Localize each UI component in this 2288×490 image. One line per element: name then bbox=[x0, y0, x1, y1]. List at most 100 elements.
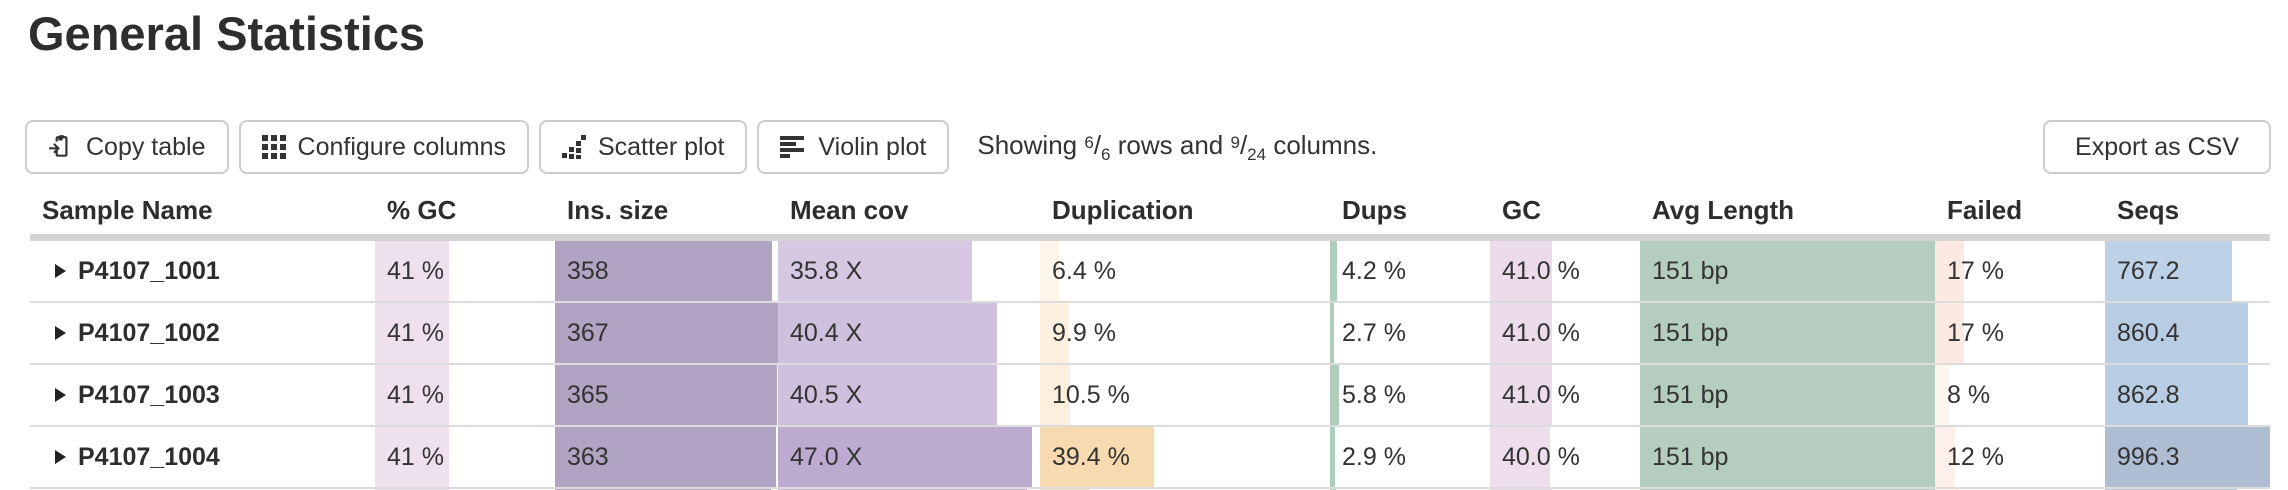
value-bar bbox=[1330, 241, 1337, 301]
value-bar bbox=[1040, 365, 1071, 425]
value-bar bbox=[1935, 427, 1956, 487]
value-bar bbox=[1040, 241, 1059, 301]
cell-value: 2.7 % bbox=[1342, 319, 1406, 347]
export-csv-button[interactable]: Export as CSV bbox=[2043, 120, 2271, 174]
page-title: General Statistics bbox=[28, 7, 426, 60]
cell-value: 41 % bbox=[387, 257, 444, 285]
value-bar bbox=[1330, 303, 1335, 363]
cell-value: 358 bbox=[567, 257, 609, 285]
cell-value: 10.5 % bbox=[1052, 381, 1130, 409]
value-bar bbox=[2105, 303, 2248, 363]
cell-value: 40.4 X bbox=[790, 319, 863, 347]
header-sample-name[interactable]: Sample Name bbox=[42, 194, 213, 225]
sample-name: P4107_1003 bbox=[78, 380, 220, 409]
cell-value: 39.4 % bbox=[1052, 443, 1130, 471]
header-mean-cov[interactable]: Mean cov bbox=[790, 194, 909, 225]
value-bar bbox=[555, 303, 778, 363]
general-statistics-table: Sample Name % GC Ins. size Mean cov Dupl… bbox=[30, 188, 2270, 490]
cell-value: 40.0 % bbox=[1502, 443, 1580, 471]
value-bar bbox=[1935, 303, 1964, 363]
expand-caret-icon[interactable] bbox=[55, 326, 66, 340]
cell-value: 6.4 % bbox=[1052, 257, 1116, 285]
configure-columns-button[interactable]: Configure columns bbox=[238, 120, 529, 174]
cell-value: 151 bp bbox=[1652, 257, 1729, 285]
table-row[interactable]: P4107_1002 41 % 367 40.4 X 9.9 % 2.7 % 4… bbox=[30, 303, 2270, 365]
table-row[interactable]: P4107_1003 41 % 365 40.5 X 10.5 % 5.8 % … bbox=[30, 365, 2270, 427]
violin-plot-button[interactable]: Violin plot bbox=[757, 120, 950, 174]
cell-value: 767.2 bbox=[2117, 257, 2180, 285]
value-bar bbox=[1490, 427, 1550, 487]
header-duplication[interactable]: Duplication bbox=[1052, 194, 1194, 225]
cell-value: 17 % bbox=[1947, 319, 2004, 347]
cell-value: 41.0 % bbox=[1502, 381, 1580, 409]
cell-value: 35.8 X bbox=[790, 257, 863, 285]
header-divider bbox=[30, 234, 2270, 241]
value-bar bbox=[375, 427, 449, 487]
cell-value: 40.5 X bbox=[790, 381, 863, 409]
cell-value: 17 % bbox=[1947, 257, 2004, 285]
cell-value: 151 bp bbox=[1652, 443, 1729, 471]
copy-table-button[interactable]: Copy table bbox=[25, 120, 229, 174]
value-bar bbox=[1640, 303, 1935, 363]
value-bar bbox=[778, 427, 1033, 487]
cell-value: 367 bbox=[567, 319, 609, 347]
copy-table-label: Copy table bbox=[86, 132, 206, 161]
value-bar bbox=[1640, 427, 1935, 487]
header-avg-length[interactable]: Avg Length bbox=[1652, 194, 1795, 225]
expand-caret-icon[interactable] bbox=[55, 450, 66, 464]
value-bar bbox=[555, 241, 773, 301]
header-ins-size[interactable]: Ins. size bbox=[567, 194, 669, 225]
cell-value: 41.0 % bbox=[1502, 319, 1580, 347]
header-failed[interactable]: Failed bbox=[1947, 194, 2023, 225]
value-bar bbox=[778, 365, 998, 425]
value-bar bbox=[1040, 427, 1155, 487]
header-percent-gc[interactable]: % GC bbox=[387, 194, 457, 225]
configure-columns-label: Configure columns bbox=[297, 132, 506, 161]
value-bar bbox=[375, 303, 449, 363]
cell-value: 41 % bbox=[387, 319, 444, 347]
cell-value: 996.3 bbox=[2117, 443, 2180, 471]
copy-icon bbox=[48, 134, 74, 160]
value-bar bbox=[778, 303, 997, 363]
value-bar bbox=[778, 241, 972, 301]
value-bar bbox=[1935, 241, 1964, 301]
cell-value: 4.2 % bbox=[1342, 257, 1406, 285]
sample-name: P4107_1004 bbox=[78, 442, 220, 471]
cell-value: 862.8 bbox=[2117, 381, 2180, 409]
cell-value: 41 % bbox=[387, 443, 444, 471]
cell-value: 363 bbox=[567, 443, 609, 471]
value-bar bbox=[2105, 427, 2270, 487]
cell-value: 151 bp bbox=[1652, 319, 1729, 347]
value-bar bbox=[555, 427, 776, 487]
table-row[interactable]: P4107_1004 41 % 363 47.0 X 39.4 % 2.9 % … bbox=[30, 427, 2270, 489]
value-bar bbox=[2105, 365, 2248, 425]
value-bar bbox=[1490, 365, 1552, 425]
scatter-plot-button[interactable]: Scatter plot bbox=[538, 120, 748, 174]
violin-plot-icon bbox=[780, 135, 806, 159]
cell-value: 47.0 X bbox=[790, 443, 863, 471]
row-divider bbox=[30, 425, 2270, 427]
cell-value: 2.9 % bbox=[1342, 443, 1406, 471]
sample-name: P4107_1001 bbox=[78, 256, 220, 285]
expand-caret-icon[interactable] bbox=[55, 264, 66, 278]
cell-value: 41 % bbox=[387, 381, 444, 409]
scatter-plot-label: Scatter plot bbox=[597, 132, 725, 161]
cell-value: 9.9 % bbox=[1052, 319, 1116, 347]
value-bar bbox=[1330, 427, 1335, 487]
cell-value: 8 % bbox=[1947, 381, 1991, 409]
cell-value: 151 bp bbox=[1652, 381, 1729, 409]
expand-caret-icon[interactable] bbox=[55, 388, 66, 402]
value-bar bbox=[1490, 303, 1552, 363]
cell-value: 5.8 % bbox=[1342, 381, 1406, 409]
cell-value: 365 bbox=[567, 381, 609, 409]
header-seqs[interactable]: Seqs bbox=[2117, 194, 2180, 225]
header-dups[interactable]: Dups bbox=[1342, 194, 1407, 225]
value-bar bbox=[1330, 365, 1340, 425]
table-row[interactable]: P4107_1001 41 % 358 35.8 X 6.4 % 4.2 % 4… bbox=[30, 241, 2270, 303]
header-gc[interactable]: GC bbox=[1502, 194, 1541, 225]
value-bar bbox=[1040, 303, 1069, 363]
value-bar bbox=[2105, 241, 2233, 301]
row-divider bbox=[30, 301, 2270, 303]
value-bar bbox=[1640, 241, 1935, 301]
